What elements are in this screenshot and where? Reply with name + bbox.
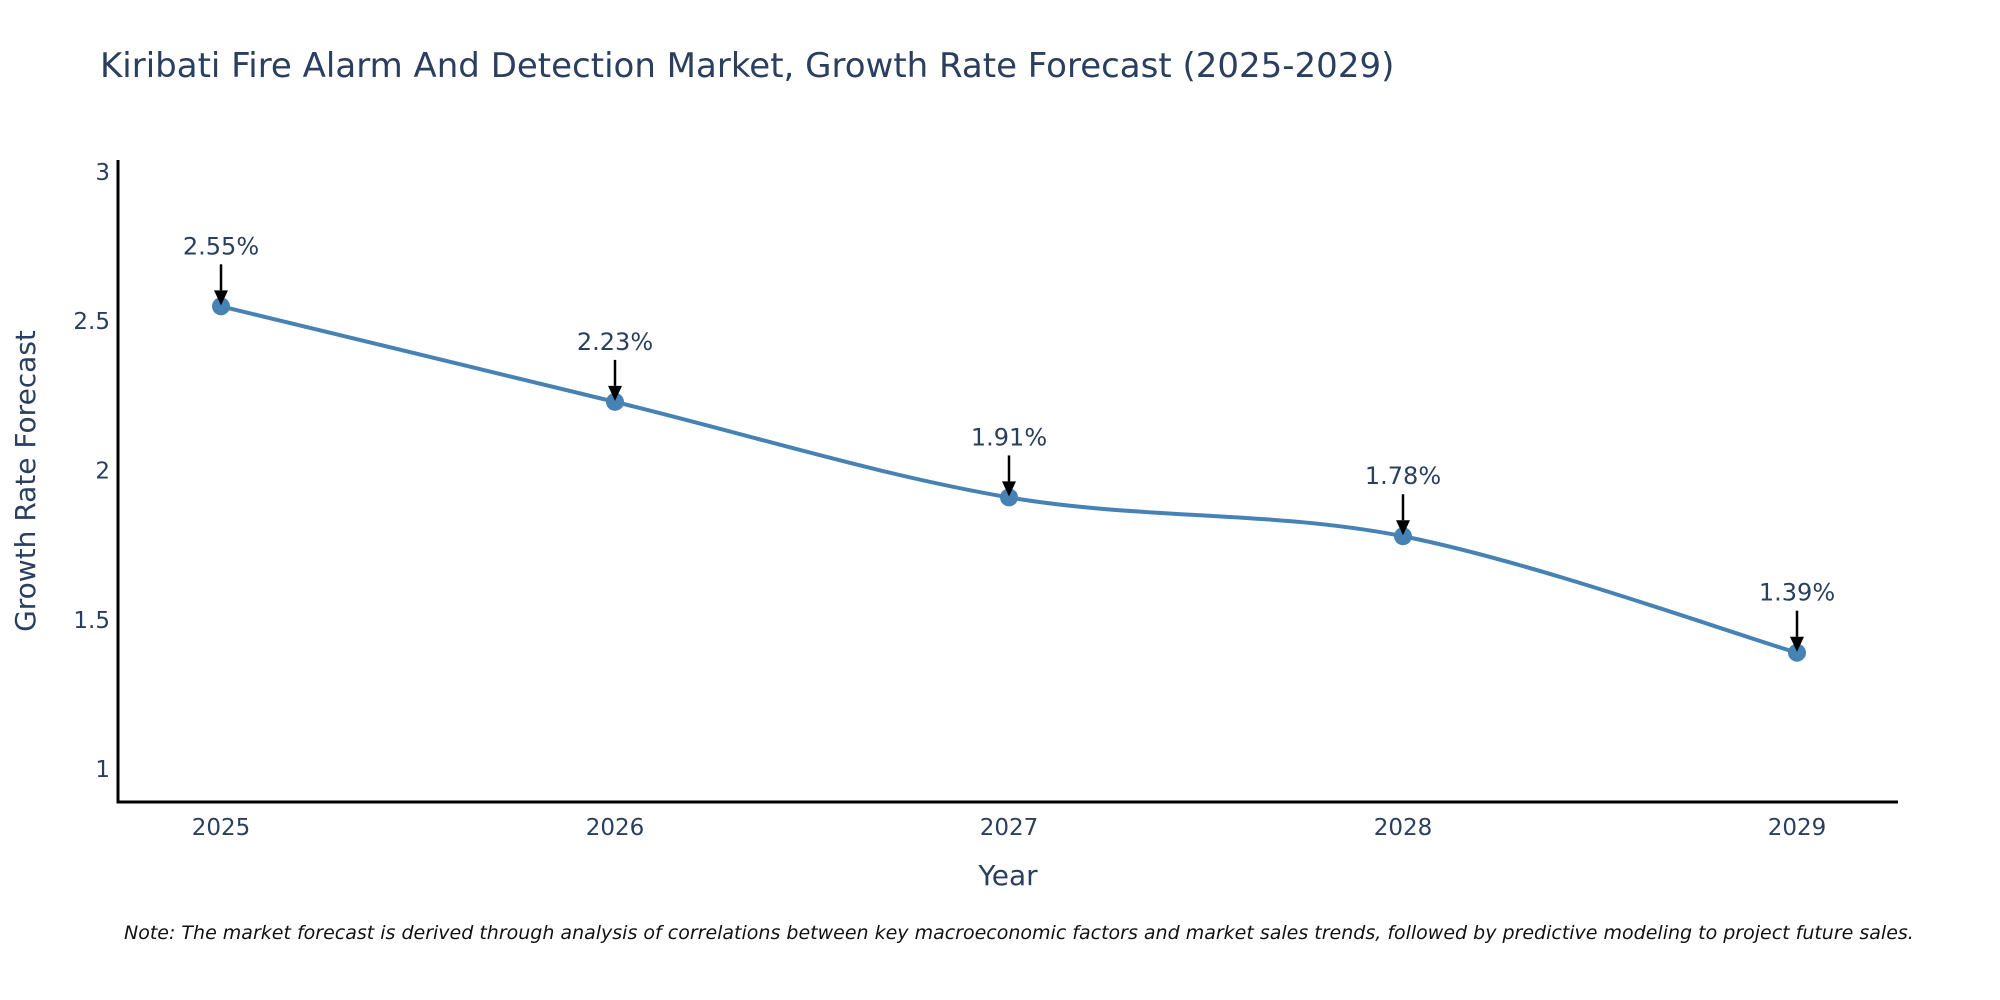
data-point: [606, 392, 624, 411]
chart-title: Kiribati Fire Alarm And Detection Market…: [100, 46, 1395, 86]
annotation-arrow-head: [214, 290, 228, 306]
data-label: 2.23%: [577, 328, 653, 356]
y-tick-label: 2.5: [73, 309, 110, 335]
data-point: [1000, 488, 1018, 507]
y-tick-label: 2: [95, 459, 110, 485]
footnote: Note: The market forecast is derived thr…: [124, 922, 1914, 944]
y-tick-label: 1: [95, 757, 110, 783]
axes: [116, 160, 1898, 804]
y-ticks: 1 1.5 2 2.5 3: [73, 160, 110, 783]
data-label: 2.55%: [183, 232, 259, 260]
y-axis-title: Growth Rate Forecast: [9, 330, 42, 632]
data-label: 1.39%: [1759, 579, 1835, 607]
data-point: [212, 297, 230, 316]
y-tick-label: 1.5: [73, 608, 110, 634]
data-point: [1788, 643, 1806, 662]
y-tick-label: 3: [95, 160, 110, 186]
annotation-arrow-head: [1002, 481, 1016, 497]
data-point: [1394, 527, 1412, 546]
annotation-arrow-head: [1790, 636, 1804, 652]
x-axis-title: Year: [977, 859, 1038, 892]
data-label: 1.91%: [971, 423, 1047, 451]
data-points: [212, 297, 1806, 662]
annotation-arrow-head: [608, 385, 622, 401]
data-label: 1.78%: [1365, 462, 1441, 490]
x-tick-label: 2029: [1768, 815, 1827, 841]
x-tick-label: 2028: [1374, 815, 1433, 841]
annotation-arrow-head: [1396, 520, 1410, 536]
x-ticks: 2025 2026 2027 2028 2029: [192, 815, 1827, 841]
x-tick-label: 2025: [192, 815, 251, 841]
x-tick-label: 2026: [586, 815, 645, 841]
annotations: 2.55% 2.23% 1.91% 1.78% 1.39%: [183, 232, 1835, 652]
x-tick-label: 2027: [980, 815, 1039, 841]
